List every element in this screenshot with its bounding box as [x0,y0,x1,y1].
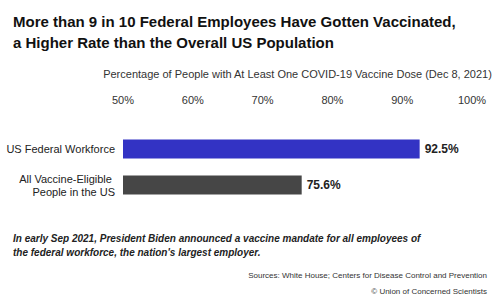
svg-text:75.6%: 75.6% [307,178,341,192]
svg-text:92.5%: 92.5% [425,142,459,156]
svg-text:US Federal Workforce: US Federal Workforce [6,143,115,155]
svg-text:© Union of Concerned Scientist: © Union of Concerned Scientists [371,287,487,296]
svg-text:More than 9 in 10 Federal Empl: More than 9 in 10 Federal Employees Have… [13,13,456,30]
svg-text:In early Sep 2021, President B: In early Sep 2021, President Biden annou… [13,233,423,244]
svg-text:90%: 90% [391,94,413,106]
svg-text:80%: 80% [321,94,343,106]
svg-text:Sources: White House; Centers: Sources: White House; Centers for Diseas… [248,271,487,280]
svg-text:All Vaccine-Eligible: All Vaccine-Eligible [19,173,115,185]
svg-text:People in the US: People in the US [32,186,115,198]
svg-text:the federal workforce, the nat: the federal workforce, the nation's larg… [13,247,260,258]
svg-text:50%: 50% [112,94,134,106]
svg-text:70%: 70% [252,94,274,106]
svg-text:100%: 100% [458,94,486,106]
svg-text:60%: 60% [182,94,204,106]
svg-text:a Higher Rate than the Overall: a Higher Rate than the Overall US Popula… [13,34,334,51]
svg-text:Percentage of People with At L: Percentage of People with At Least One C… [103,68,492,80]
